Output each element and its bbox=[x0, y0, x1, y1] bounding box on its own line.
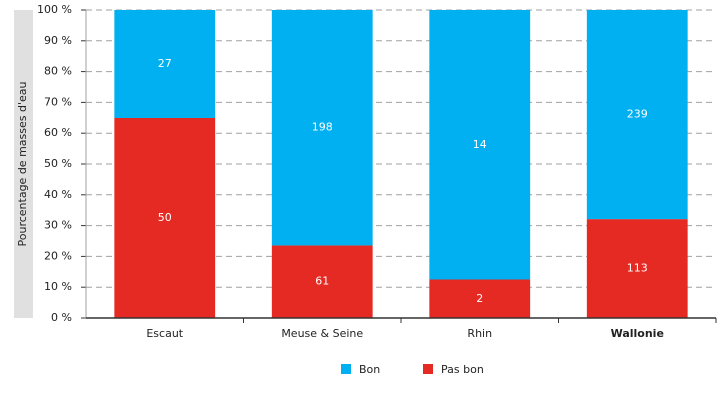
y-tick-label: 100 % bbox=[37, 3, 72, 16]
value-label: 113 bbox=[627, 262, 648, 275]
y-tick-label: 90 % bbox=[44, 34, 72, 47]
bar-segment bbox=[586, 219, 688, 318]
value-label: 2 bbox=[476, 292, 483, 305]
y-tick-label: 30 % bbox=[44, 219, 72, 232]
legend-label: Pas bon bbox=[441, 363, 484, 376]
y-tick-label: 70 % bbox=[44, 95, 72, 108]
value-label: 50 bbox=[158, 211, 172, 224]
bar-segment bbox=[114, 10, 216, 118]
x-tick-label: Meuse & Seine bbox=[281, 327, 363, 340]
bar-segment bbox=[429, 10, 531, 280]
bar-segment bbox=[114, 118, 216, 318]
bar-segment bbox=[271, 245, 373, 318]
legend-swatch bbox=[341, 364, 351, 374]
legend-swatch bbox=[423, 364, 433, 374]
y-tick-label: 60 % bbox=[44, 126, 72, 139]
value-label: 27 bbox=[158, 57, 172, 70]
value-label: 61 bbox=[315, 275, 329, 288]
value-label: 14 bbox=[473, 138, 487, 151]
y-tick-label: 40 % bbox=[44, 188, 72, 201]
bar-segment bbox=[429, 279, 531, 318]
x-tick-label: Wallonie bbox=[611, 327, 664, 340]
legend-label: Bon bbox=[359, 363, 380, 376]
bar-segment bbox=[271, 10, 373, 246]
value-label: 239 bbox=[627, 108, 648, 121]
y-tick-label: 50 % bbox=[44, 157, 72, 170]
x-tick-label: Escaut bbox=[146, 327, 183, 340]
x-tick-label: Rhin bbox=[467, 327, 492, 340]
value-label: 198 bbox=[312, 121, 333, 134]
y-axis-label: Pourcentage de masses d'eau bbox=[16, 82, 29, 247]
y-tick-label: 10 % bbox=[44, 280, 72, 293]
bar-segment bbox=[586, 10, 688, 220]
y-tick-label: 80 % bbox=[44, 65, 72, 78]
y-tick-label: 0 % bbox=[51, 311, 72, 324]
y-tick-label: 20 % bbox=[44, 249, 72, 262]
y-label-band bbox=[14, 10, 33, 318]
